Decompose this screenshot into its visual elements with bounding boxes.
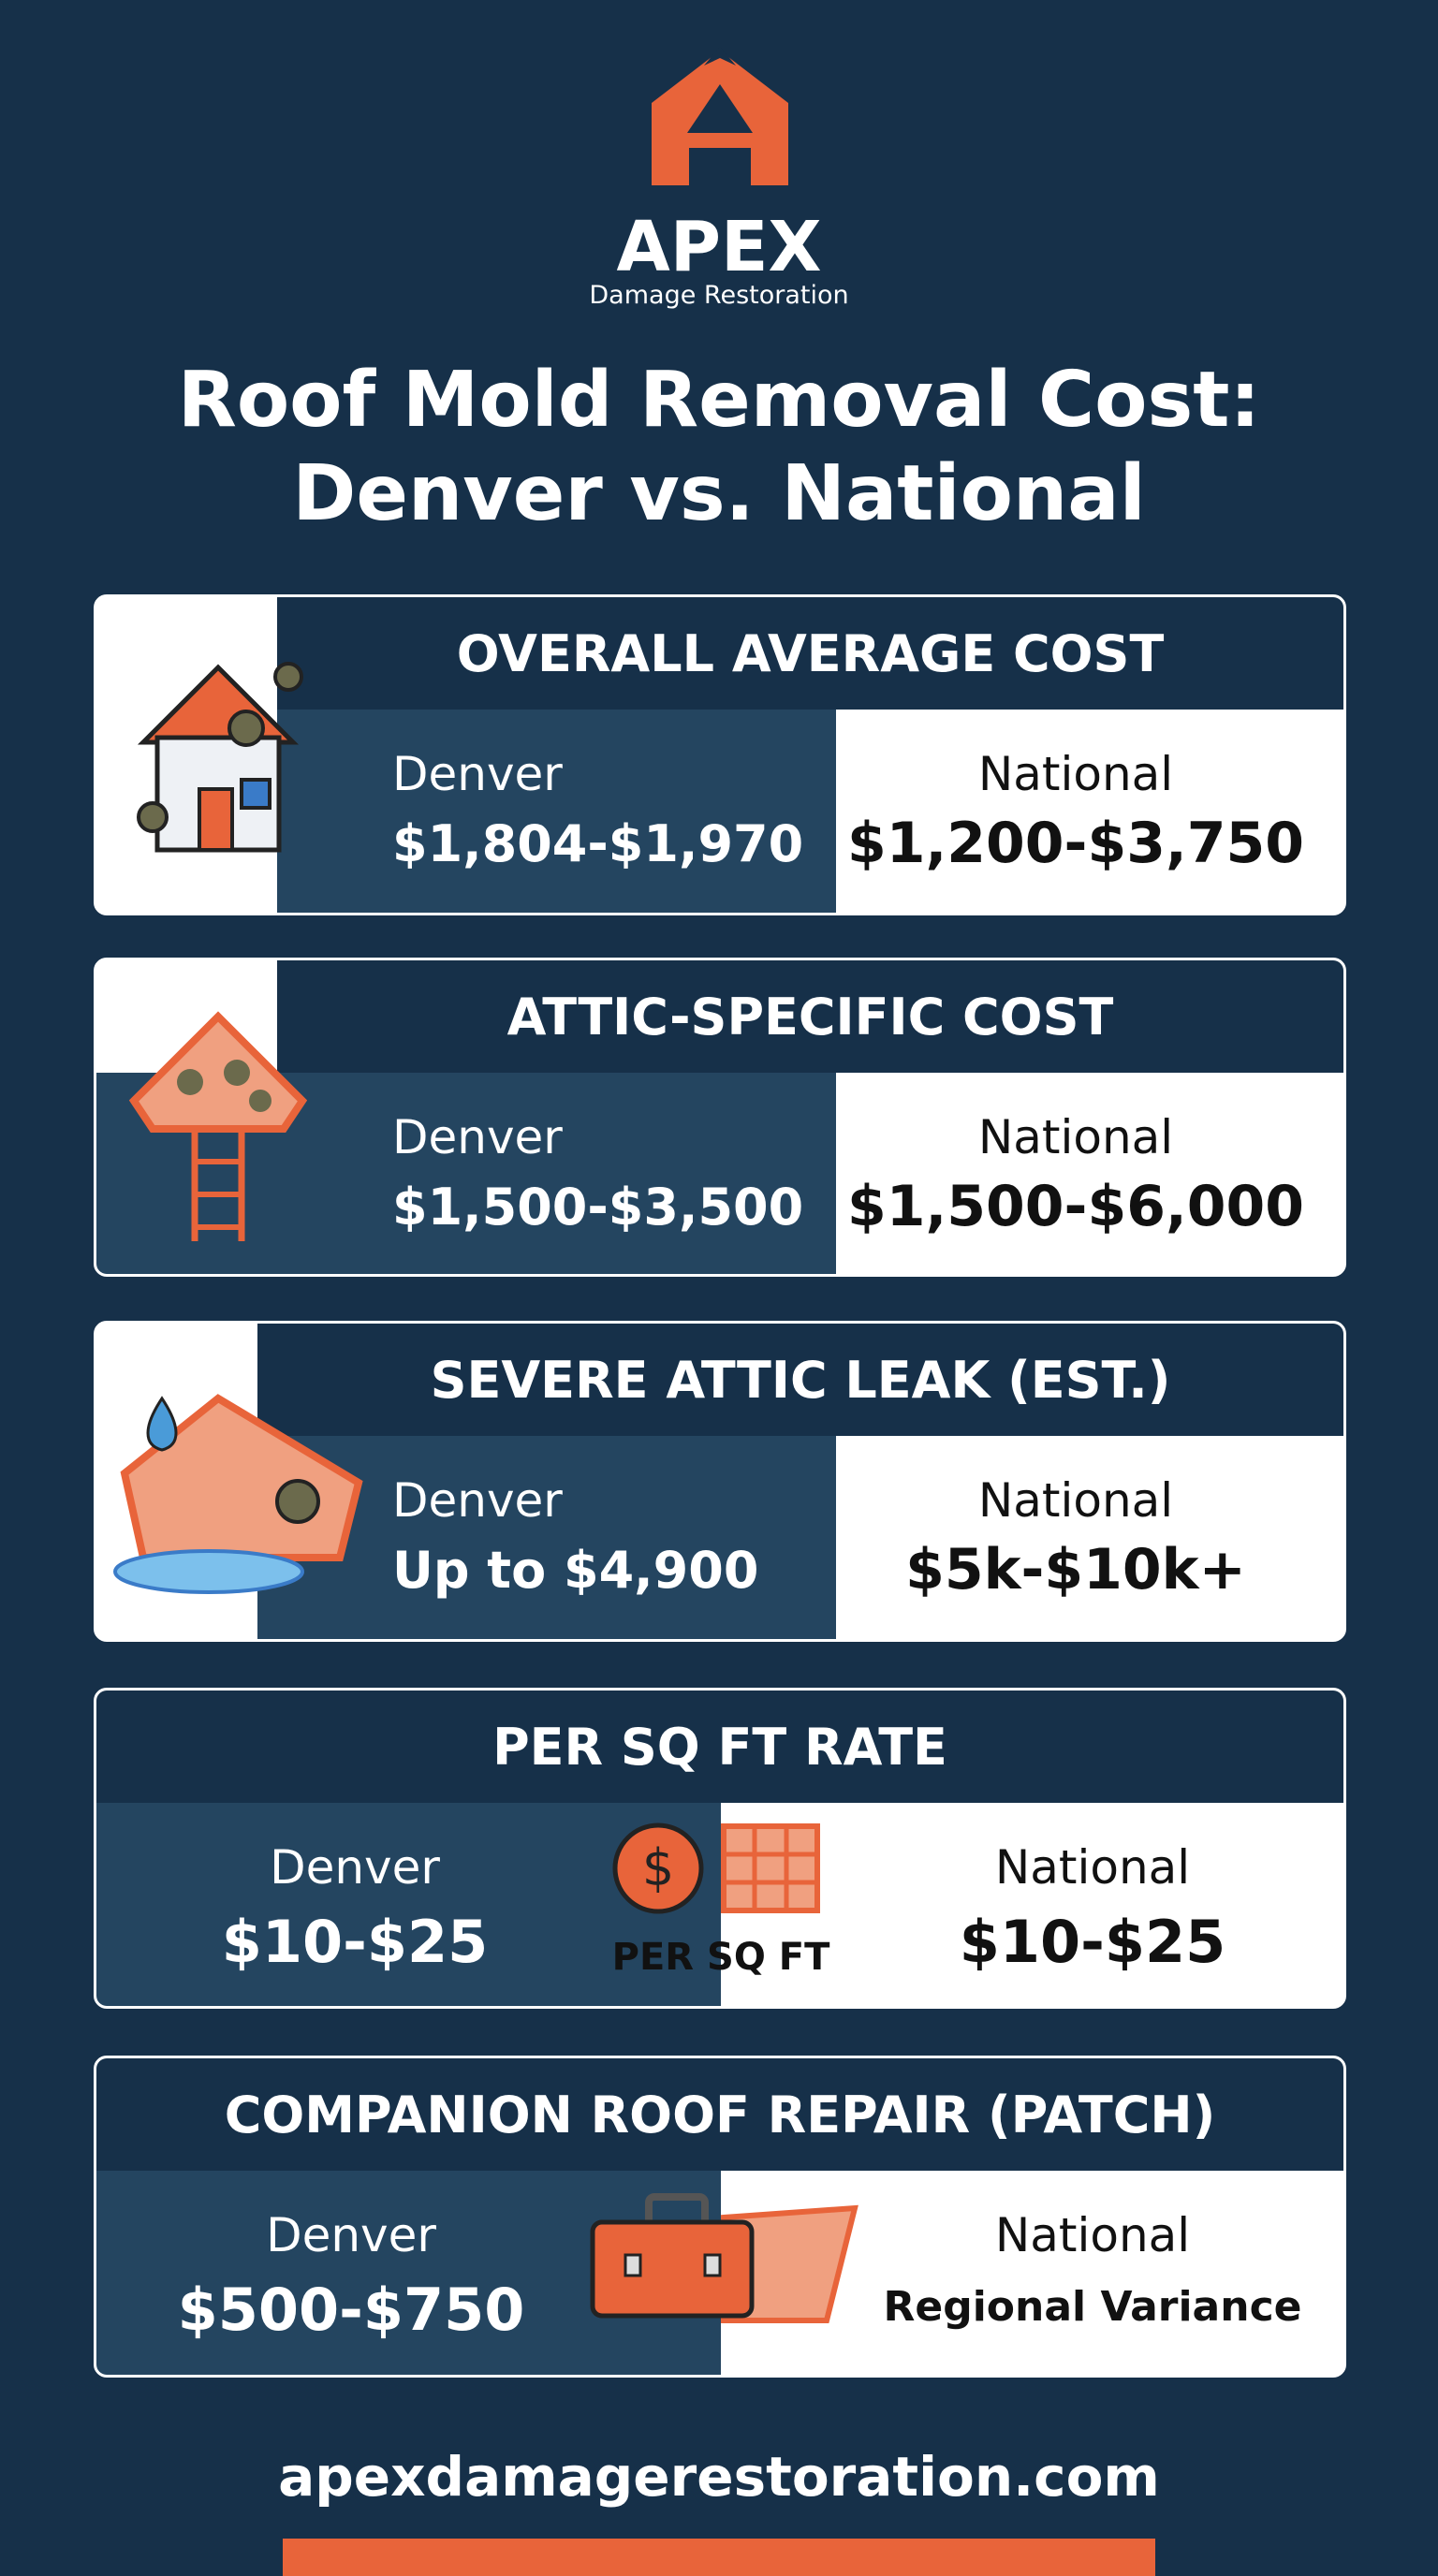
- denver-panel: [277, 710, 836, 913]
- national-value: Regional Variance: [883, 2283, 1302, 2331]
- repair-icon: [590, 2193, 858, 2323]
- denver-panel: [257, 1436, 836, 1639]
- card-heading: PER SQ FT RATE: [96, 1690, 1343, 1803]
- title-line: Denver vs. National: [292, 449, 1146, 538]
- national-label: National: [994, 1840, 1191, 1895]
- denver-panel: [96, 1803, 721, 2006]
- denver-label: Denver: [392, 1110, 563, 1164]
- website-url[interactable]: apexdamagerestoration.com: [278, 2445, 1160, 2509]
- denver-value: $1,500-$3,500: [392, 1178, 804, 1237]
- card-heading: OVERALL AVERAGE COST: [277, 597, 1343, 710]
- card-heading: COMPANION ROOF REPAIR (PATCH): [96, 2058, 1343, 2171]
- cost-card: OVERALL AVERAGE COST Denver $1,804-$1,97…: [94, 594, 1346, 915]
- denver-value: Up to $4,900: [392, 1541, 759, 1600]
- cost-card: ATTIC-SPECIFIC COST Denver $1,500-$3,500…: [94, 958, 1346, 1277]
- national-panel: [836, 710, 1343, 913]
- cost-card: PER SQ FT RATE $ PER SQ FT Denver $10-$2…: [94, 1688, 1346, 2009]
- national-panel: [836, 1436, 1343, 1639]
- national-value: $5k-$10k+: [905, 1537, 1246, 1603]
- national-label: National: [994, 2208, 1191, 2262]
- brand-tagline: Damage Restoration: [589, 281, 849, 310]
- national-label: National: [977, 747, 1174, 801]
- denver-label: Denver: [270, 1840, 440, 1895]
- cost-card: SEVERE ATTIC LEAK (EST.) Denver Up to $4…: [94, 1321, 1346, 1642]
- rate-icon: $: [612, 1822, 820, 1914]
- national-value: $10-$25: [959, 1908, 1226, 1976]
- attic-icon: [128, 1011, 308, 1241]
- card-heading: SEVERE ATTIC LEAK (EST.): [257, 1324, 1343, 1436]
- denver-value: $1,804-$1,970: [392, 814, 804, 873]
- national-label: National: [977, 1110, 1174, 1164]
- title-line: Roof Mold Removal Cost:: [177, 356, 1261, 445]
- national-value: $1,200-$3,750: [847, 811, 1304, 876]
- national-panel: [721, 1803, 1343, 2006]
- leak-icon: [113, 1394, 363, 1594]
- denver-label: Denver: [392, 1473, 563, 1528]
- denver-label: Denver: [392, 747, 563, 801]
- footer-bar: [283, 2539, 1155, 2576]
- national-label: National: [977, 1473, 1174, 1528]
- brand-name: APEX: [616, 207, 822, 287]
- national-value: $1,500-$6,000: [847, 1174, 1304, 1239]
- denver-value: $500-$750: [177, 2276, 525, 2344]
- house-icon: [137, 662, 303, 853]
- logo-mark: [652, 47, 788, 185]
- rate-icon-label: PER SQ FT: [611, 1936, 830, 1979]
- svg-text:$: $: [642, 1838, 674, 1897]
- card-heading: ATTIC-SPECIFIC COST: [277, 960, 1343, 1073]
- denver-label: Denver: [266, 2208, 436, 2262]
- cost-card: COMPANION ROOF REPAIR (PATCH) Denver $50…: [94, 2056, 1346, 2378]
- denver-value: $10-$25: [221, 1908, 489, 1976]
- national-panel: [836, 1073, 1343, 1274]
